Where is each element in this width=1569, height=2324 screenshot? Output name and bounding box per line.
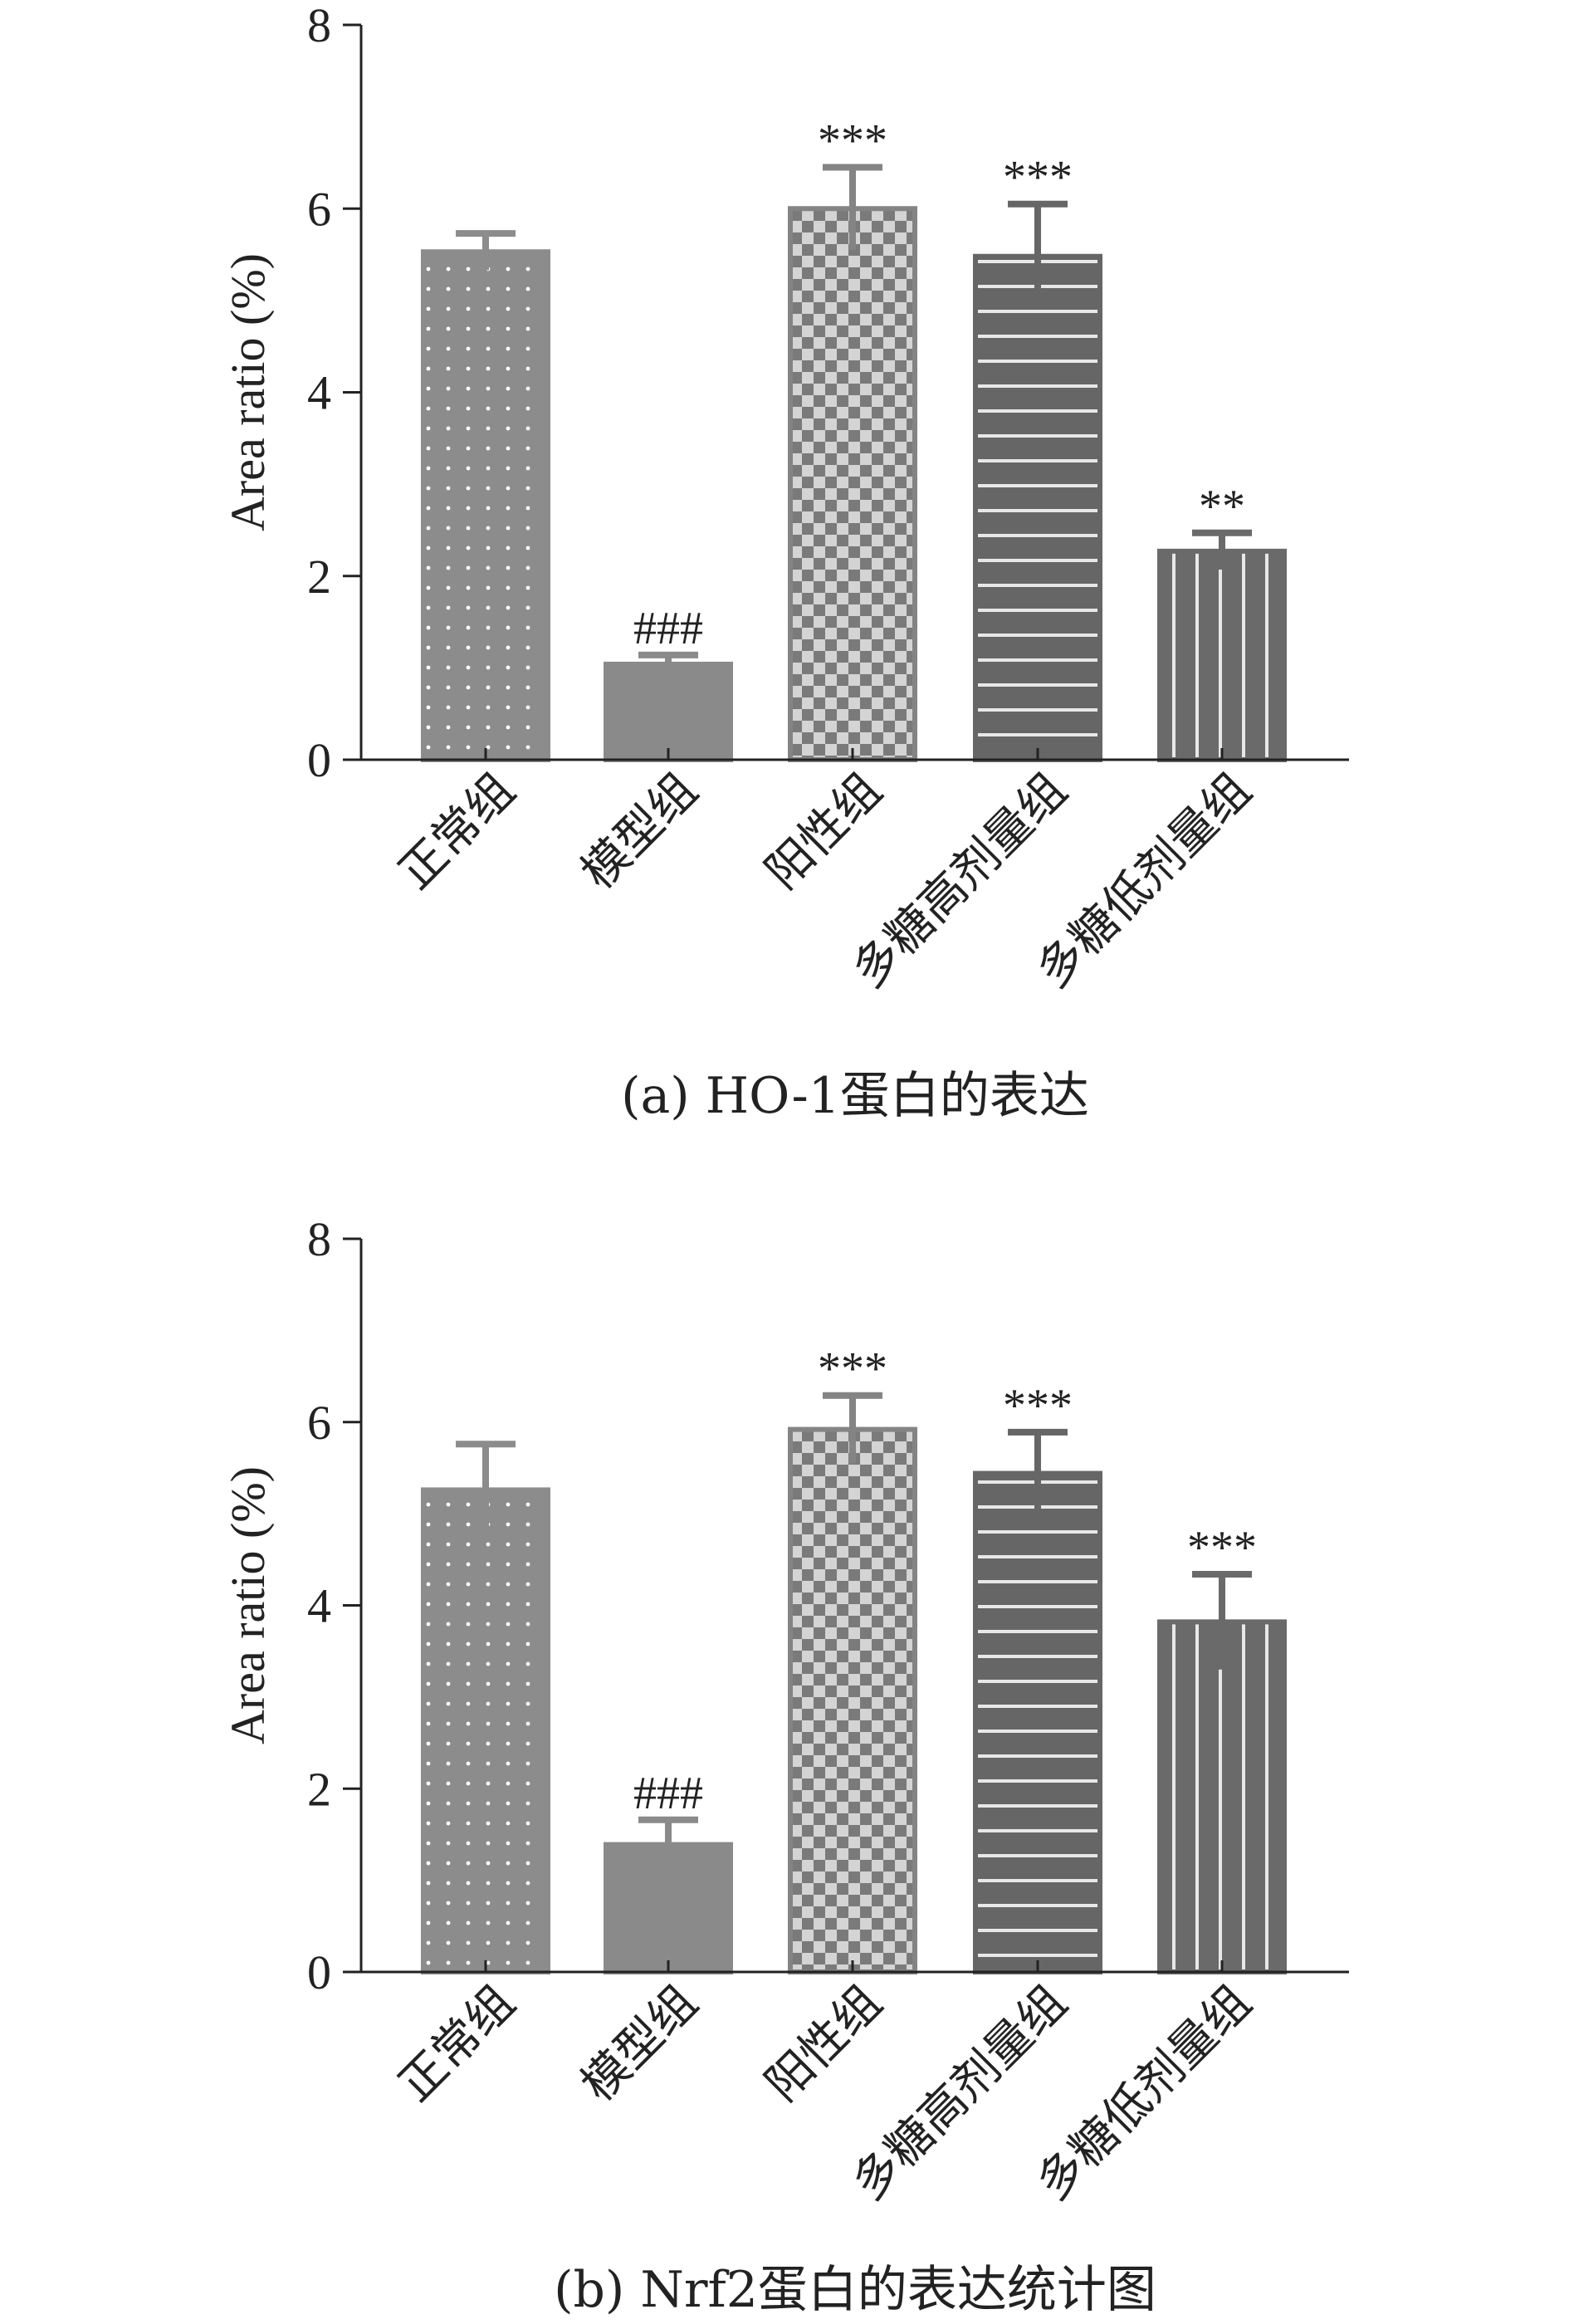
panel-b-bar-5 <box>1157 1619 1287 1975</box>
panel-b-y-tick-label-3: 6 <box>307 1396 331 1450</box>
panel-b-y-tick-label-1: 2 <box>307 1762 331 1816</box>
panel-a-category-label-3: 阳性组 <box>755 763 892 900</box>
panel-a-bar-3 <box>788 206 917 762</box>
panel-a-bar-2 <box>604 661 733 763</box>
panel-a-significance-5: ** <box>1199 481 1245 532</box>
panel-b-category-label-2: 模型组 <box>571 1975 708 2112</box>
panel-a-significance-2: ### <box>633 603 703 654</box>
chart-panel-b: 正常组###模型组***阳性组***多糖高剂量组***多糖低剂量组02468Ar… <box>221 1212 1349 2319</box>
panel-b-significance-2: ### <box>633 1768 703 1819</box>
panel-b-significance-3: *** <box>818 1343 887 1395</box>
panel-a-bar-1 <box>421 249 550 762</box>
panel-a-caption: (a) HO-1蛋白的表达 <box>621 1067 1089 1125</box>
panel-a-y-tick-label-3: 6 <box>307 182 331 236</box>
panel-a-category-label-1: 正常组 <box>389 763 525 900</box>
panel-a-y-tick-label-2: 4 <box>307 366 331 420</box>
panel-b-category-label-1: 正常组 <box>389 1975 525 2112</box>
panel-a-y-tick-label-1: 2 <box>307 550 331 604</box>
panel-a-y-tick-label-4: 8 <box>307 0 331 52</box>
panel-a-significance-3: *** <box>818 115 887 166</box>
panel-a-significance-4: *** <box>1003 152 1073 203</box>
panel-b-significance-5: *** <box>1187 1522 1257 1573</box>
panel-b-caption: (b) Nrf2蛋白的表达统计图 <box>554 2261 1156 2319</box>
panel-b-bar-1 <box>421 1487 550 1974</box>
panel-a-bar-4 <box>973 253 1102 762</box>
panel-b-category-label-3: 阳性组 <box>755 1975 892 2112</box>
panel-a-category-label-2: 模型组 <box>571 763 708 900</box>
chart-panel-a: 正常组###模型组***阳性组***多糖高剂量组**多糖低剂量组02468Are… <box>221 0 1349 1125</box>
panel-a-y-axis-title: Area ratio (%) <box>221 253 275 531</box>
panel-b-y-tick-label-2: 4 <box>307 1579 331 1633</box>
panel-b-bar-4 <box>973 1470 1102 1975</box>
panel-b-y-axis-title: Area ratio (%) <box>221 1466 275 1744</box>
panel-b-bar-3 <box>788 1426 917 1974</box>
panel-b-y-tick-label-0: 0 <box>307 1945 331 1999</box>
panel-a-y-tick-label-0: 0 <box>307 733 331 787</box>
panel-b-significance-4: *** <box>1003 1380 1073 1431</box>
panel-b-y-tick-label-4: 8 <box>307 1212 331 1266</box>
panel-a-bar-5 <box>1157 548 1287 762</box>
